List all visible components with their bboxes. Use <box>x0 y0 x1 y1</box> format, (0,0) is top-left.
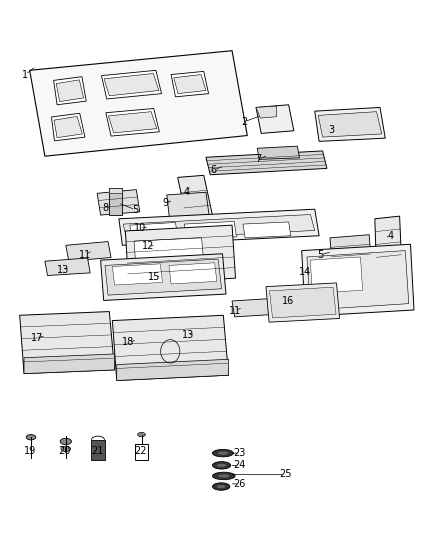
Text: 13: 13 <box>181 330 194 341</box>
Ellipse shape <box>217 464 226 467</box>
Ellipse shape <box>60 438 71 445</box>
Text: 6: 6 <box>211 165 217 175</box>
Polygon shape <box>102 70 162 99</box>
Text: 4: 4 <box>183 187 189 197</box>
Text: 4: 4 <box>388 231 394 241</box>
Polygon shape <box>20 312 115 374</box>
Text: 5: 5 <box>317 250 323 260</box>
Polygon shape <box>307 251 409 310</box>
Text: 1: 1 <box>22 70 28 79</box>
Ellipse shape <box>61 446 71 451</box>
Text: 20: 20 <box>58 446 71 456</box>
Polygon shape <box>113 264 162 285</box>
Text: 11: 11 <box>79 250 91 260</box>
Polygon shape <box>106 109 159 136</box>
Polygon shape <box>269 287 336 318</box>
Polygon shape <box>125 225 236 285</box>
Polygon shape <box>166 323 207 342</box>
Polygon shape <box>123 215 315 240</box>
Polygon shape <box>105 259 222 295</box>
Text: 12: 12 <box>142 241 155 252</box>
Text: 26: 26 <box>234 479 246 489</box>
Polygon shape <box>97 190 140 215</box>
Ellipse shape <box>218 451 228 455</box>
Text: 3: 3 <box>328 125 334 135</box>
FancyBboxPatch shape <box>110 188 122 215</box>
Ellipse shape <box>212 462 231 469</box>
Polygon shape <box>117 359 229 381</box>
Ellipse shape <box>212 449 233 457</box>
Text: 7: 7 <box>255 155 261 164</box>
Bar <box>92 440 105 460</box>
Polygon shape <box>184 221 237 239</box>
Polygon shape <box>266 283 339 322</box>
Polygon shape <box>256 105 294 133</box>
Polygon shape <box>66 241 111 261</box>
Bar <box>110 188 122 193</box>
Text: 17: 17 <box>31 333 43 343</box>
Text: 16: 16 <box>282 296 294 306</box>
Polygon shape <box>54 116 82 138</box>
Text: 15: 15 <box>148 272 161 282</box>
Text: 19: 19 <box>24 446 36 456</box>
Polygon shape <box>113 316 229 381</box>
Polygon shape <box>45 258 90 276</box>
Polygon shape <box>232 298 277 317</box>
Polygon shape <box>174 75 206 94</box>
Text: 13: 13 <box>57 265 69 274</box>
Ellipse shape <box>218 474 230 478</box>
Text: 9: 9 <box>163 198 169 208</box>
Text: 10: 10 <box>134 223 146 233</box>
Text: 25: 25 <box>279 470 291 479</box>
Text: 21: 21 <box>91 446 103 456</box>
Text: 8: 8 <box>102 203 108 213</box>
Ellipse shape <box>26 434 36 440</box>
Text: 23: 23 <box>234 448 246 458</box>
Ellipse shape <box>212 472 235 480</box>
Ellipse shape <box>138 432 145 437</box>
Polygon shape <box>311 257 363 293</box>
Polygon shape <box>134 238 205 275</box>
Polygon shape <box>119 209 319 245</box>
Polygon shape <box>109 112 157 133</box>
Text: 22: 22 <box>134 446 147 456</box>
Text: 11: 11 <box>230 305 242 316</box>
Text: 2: 2 <box>241 117 247 127</box>
Polygon shape <box>53 77 86 105</box>
Polygon shape <box>178 175 215 228</box>
Text: 18: 18 <box>122 337 134 348</box>
Polygon shape <box>315 108 385 141</box>
Polygon shape <box>257 146 300 159</box>
Polygon shape <box>167 192 209 217</box>
Polygon shape <box>30 51 247 156</box>
Polygon shape <box>130 222 178 240</box>
Polygon shape <box>318 112 382 137</box>
Polygon shape <box>101 254 226 301</box>
Polygon shape <box>104 74 159 96</box>
Polygon shape <box>169 263 217 284</box>
Text: 14: 14 <box>299 268 311 277</box>
Polygon shape <box>56 80 84 102</box>
Ellipse shape <box>217 485 226 488</box>
Bar <box>134 444 148 460</box>
Polygon shape <box>24 354 115 374</box>
Polygon shape <box>171 71 208 97</box>
Polygon shape <box>375 216 402 270</box>
Polygon shape <box>243 222 291 238</box>
Polygon shape <box>302 244 414 317</box>
Polygon shape <box>206 151 327 175</box>
Polygon shape <box>330 235 371 266</box>
Ellipse shape <box>212 483 230 490</box>
Text: 5: 5 <box>132 205 138 215</box>
Text: 24: 24 <box>234 461 246 470</box>
Polygon shape <box>51 114 85 141</box>
Polygon shape <box>256 106 277 118</box>
